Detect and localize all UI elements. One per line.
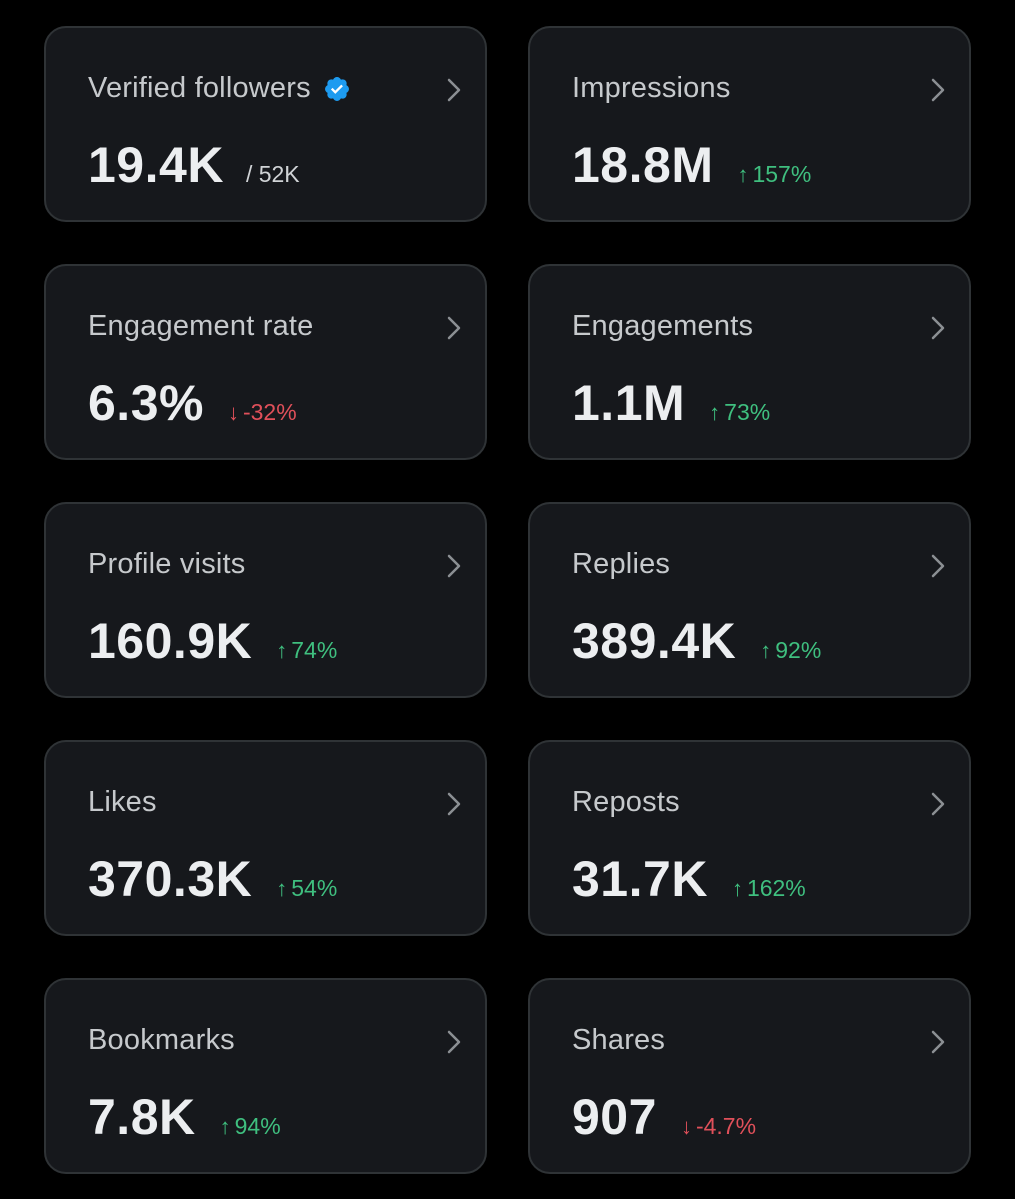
card-shares[interactable]: Shares 907 ↓ -4.7% [528, 978, 971, 1174]
arrow-up-icon: ↑ [731, 876, 743, 901]
metric-delta: ↑ 92% [760, 637, 821, 664]
value-row: 160.9K ↑ 74% [88, 612, 337, 670]
metric-delta: ↑ 94% [220, 1113, 281, 1140]
delta-value: 94% [234, 1113, 281, 1139]
metric-value: 18.8M [572, 137, 714, 193]
metric-value: 1.1M [572, 375, 686, 431]
card-title: Impressions [572, 72, 731, 104]
card-title: Shares [572, 1024, 666, 1056]
metric-delta: ↑ 162% [732, 875, 806, 902]
arrow-up-icon: ↑ [709, 400, 721, 425]
arrow-up-icon: ↑ [219, 1114, 231, 1139]
metric-delta: ↑ 73% [709, 399, 770, 426]
card-verified-followers[interactable]: Verified followers 19.4K / 52K [44, 26, 487, 222]
value-row: 370.3K ↑ 54% [88, 850, 337, 908]
delta-value: 74% [291, 637, 338, 663]
chevron-right-icon [447, 316, 461, 340]
card-title: Replies [572, 548, 671, 580]
card-impressions[interactable]: Impressions 18.8M ↑ 157% [528, 26, 971, 222]
metric-value: 907 [572, 1089, 657, 1145]
value-row: 18.8M ↑ 157% [572, 136, 811, 194]
card-replies[interactable]: Replies 389.4K ↑ 92% [528, 502, 971, 698]
chevron-right-icon [931, 1030, 945, 1054]
card-engagement-rate[interactable]: Engagement rate 6.3% ↓ -32% [44, 264, 487, 460]
value-row: 31.7K ↑ 162% [572, 850, 806, 908]
metric-value: 370.3K [88, 851, 253, 907]
value-row: 7.8K ↑ 94% [88, 1088, 281, 1146]
card-title: Bookmarks [88, 1024, 235, 1056]
card-title: Verified followers [88, 72, 311, 104]
metric-value: 389.4K [572, 613, 737, 669]
metric-delta: ↑ 74% [276, 637, 337, 664]
chevron-right-icon [931, 78, 945, 102]
chevron-right-icon [931, 792, 945, 816]
delta-value: -32% [242, 399, 297, 425]
value-row: 19.4K / 52K [88, 136, 300, 194]
metric-value: 160.9K [88, 613, 253, 669]
chevron-right-icon [447, 1030, 461, 1054]
delta-value: 157% [752, 161, 812, 187]
delta-value: 162% [746, 875, 806, 901]
chevron-right-icon [447, 554, 461, 578]
delta-value: 54% [291, 875, 338, 901]
chevron-right-icon [931, 554, 945, 578]
value-row: 6.3% ↓ -32% [88, 374, 297, 432]
verified-badge-icon [323, 75, 351, 103]
metric-value: 6.3% [88, 375, 204, 431]
metric-delta: ↑ 54% [276, 875, 337, 902]
card-title: Likes [88, 786, 157, 818]
chevron-right-icon [931, 316, 945, 340]
card-profile-visits[interactable]: Profile visits 160.9K ↑ 74% [44, 502, 487, 698]
arrow-down-icon: ↓ [227, 400, 239, 425]
card-bookmarks[interactable]: Bookmarks 7.8K ↑ 94% [44, 978, 487, 1174]
card-title: Profile visits [88, 548, 246, 580]
card-reposts[interactable]: Reposts 31.7K ↑ 162% [528, 740, 971, 936]
metric-delta: ↓ -32% [228, 399, 297, 426]
card-engagements[interactable]: Engagements 1.1M ↑ 73% [528, 264, 971, 460]
arrow-up-icon: ↑ [760, 638, 772, 663]
value-row: 389.4K ↑ 92% [572, 612, 821, 670]
card-title: Engagements [572, 310, 754, 342]
metric-total: / 52K [245, 161, 300, 187]
metric-delta: ↑ 157% [737, 161, 811, 188]
chevron-right-icon [447, 78, 461, 102]
value-row: 907 ↓ -4.7% [572, 1088, 756, 1146]
card-likes[interactable]: Likes 370.3K ↑ 54% [44, 740, 487, 936]
arrow-down-icon: ↓ [680, 1114, 692, 1139]
arrow-up-icon: ↑ [276, 876, 288, 901]
arrow-up-icon: ↑ [276, 638, 288, 663]
card-title: Reposts [572, 786, 680, 818]
delta-value: -4.7% [695, 1113, 757, 1139]
metric-value: 7.8K [88, 1089, 196, 1145]
delta-value: 92% [775, 637, 822, 663]
chevron-right-icon [447, 792, 461, 816]
metric-value: 31.7K [572, 851, 708, 907]
metric-value: 19.4K [88, 137, 224, 193]
value-row: 1.1M ↑ 73% [572, 374, 770, 432]
delta-value: 73% [724, 399, 771, 425]
card-title-row: Verified followers [88, 72, 351, 105]
arrow-up-icon: ↑ [737, 162, 749, 187]
metrics-grid: Verified followers 19.4K / 52K Impressio… [44, 26, 971, 1174]
metric-delta: ↓ -4.7% [681, 1113, 756, 1140]
card-title: Engagement rate [88, 310, 314, 342]
